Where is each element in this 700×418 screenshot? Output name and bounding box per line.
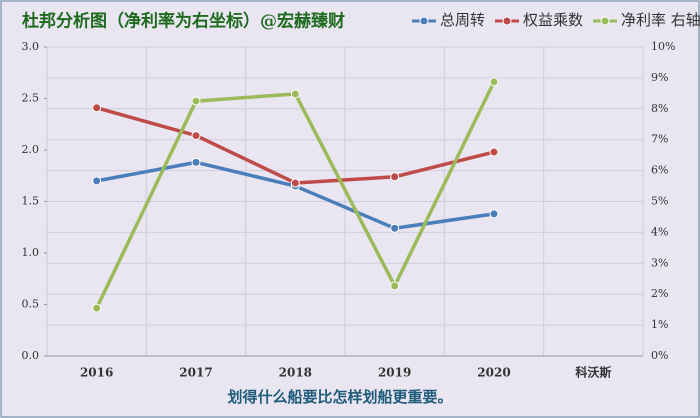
legend-marker: [502, 16, 512, 26]
y-tick-label: 0.0: [22, 349, 40, 362]
y2-tick-label: 1%: [651, 318, 668, 331]
legend-label: 权益乘数: [523, 11, 583, 29]
y-tick-label: 2.0: [22, 143, 40, 156]
y2-tick-label: 6%: [651, 164, 668, 177]
point: [92, 103, 102, 113]
y2-tick-label: 2%: [651, 287, 668, 300]
x-tick-label: 2017: [179, 366, 212, 380]
point: [191, 157, 201, 167]
x-tick-label: 2018: [279, 366, 312, 380]
x-tick-label: 科沃斯: [575, 365, 611, 380]
point: [290, 178, 300, 188]
y2-tick-label: 4%: [651, 225, 668, 238]
y-tick-label: 1.0: [22, 246, 40, 259]
point: [390, 223, 400, 233]
y2-tick-label: 5%: [651, 195, 668, 208]
x-tick-label: 2020: [477, 366, 510, 380]
point: [191, 131, 201, 141]
y-tick-label: 0.5: [22, 298, 40, 311]
legend-label: 净利率 右轴: [621, 11, 700, 29]
point: [489, 209, 499, 219]
y2-tick-label: 3%: [651, 256, 668, 269]
legend-marker: [419, 16, 429, 26]
annotation: 划得什么船要比怎样划船更重要。: [227, 388, 452, 406]
y2-tick-label: 8%: [651, 102, 668, 115]
y2-tick-label: 9%: [651, 71, 668, 84]
y2-tick-label: 10%: [651, 40, 675, 53]
point: [92, 176, 102, 186]
x-tick-label: 2019: [378, 366, 411, 380]
y-tick-label: 2.5: [22, 92, 40, 105]
point: [489, 77, 499, 87]
chart-title: 杜邦分析图（净利率为右坐标）@宏赫臻财: [22, 11, 345, 32]
y2-tick-label: 7%: [651, 133, 668, 146]
point: [92, 303, 102, 313]
y-tick-label: 3.0: [22, 40, 40, 53]
point: [191, 96, 201, 106]
y2-tick-label: 0%: [651, 349, 668, 362]
x-tick-label: 2016: [80, 366, 113, 380]
y-tick-label: 1.5: [22, 195, 40, 208]
point: [390, 172, 400, 182]
legend-marker: [600, 16, 610, 26]
legend-label: 总周转: [440, 11, 485, 29]
point: [489, 147, 499, 157]
point: [390, 281, 400, 291]
point: [290, 89, 300, 99]
